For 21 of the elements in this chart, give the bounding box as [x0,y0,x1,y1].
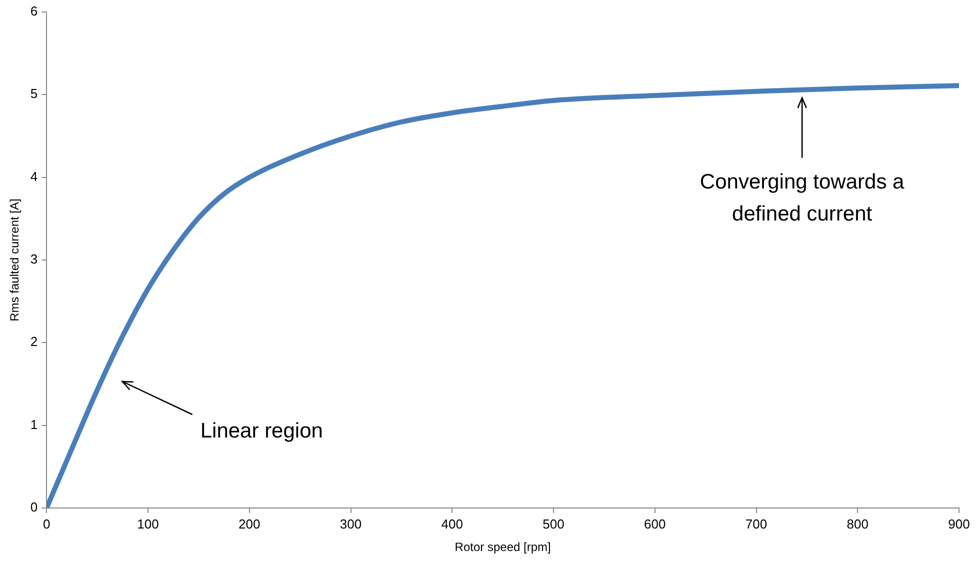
x-tick-label: 600 [644,516,666,532]
y-tick-label: 3 [30,252,38,267]
y-tick-label: 0 [30,500,38,515]
x-tick-label: 300 [340,516,362,532]
y-tick-label: 1 [30,416,38,432]
x-tick-label: 100 [137,516,159,532]
y-tick-label: 5 [30,86,38,102]
x-tick-label: 400 [441,516,463,532]
x-tick-label: 500 [542,516,564,532]
x-axis-title: Rotor speed [rpm] [454,540,551,554]
annotation: Converging towards a defined current [700,170,905,226]
x-tick-label: 900 [948,516,970,532]
x-tick-label: 800 [846,516,868,532]
y-tick-label: 4 [30,168,38,184]
y-tick-label: 2 [30,334,38,350]
x-tick-label: 700 [745,516,768,532]
x-tick-label: 200 [238,516,260,532]
annotation: Linear region [200,419,323,442]
y-axis-title: Rms faulted current [A] [8,198,22,322]
y-tick-label: 6 [30,4,38,19]
x-tick-label: 0 [43,516,50,532]
